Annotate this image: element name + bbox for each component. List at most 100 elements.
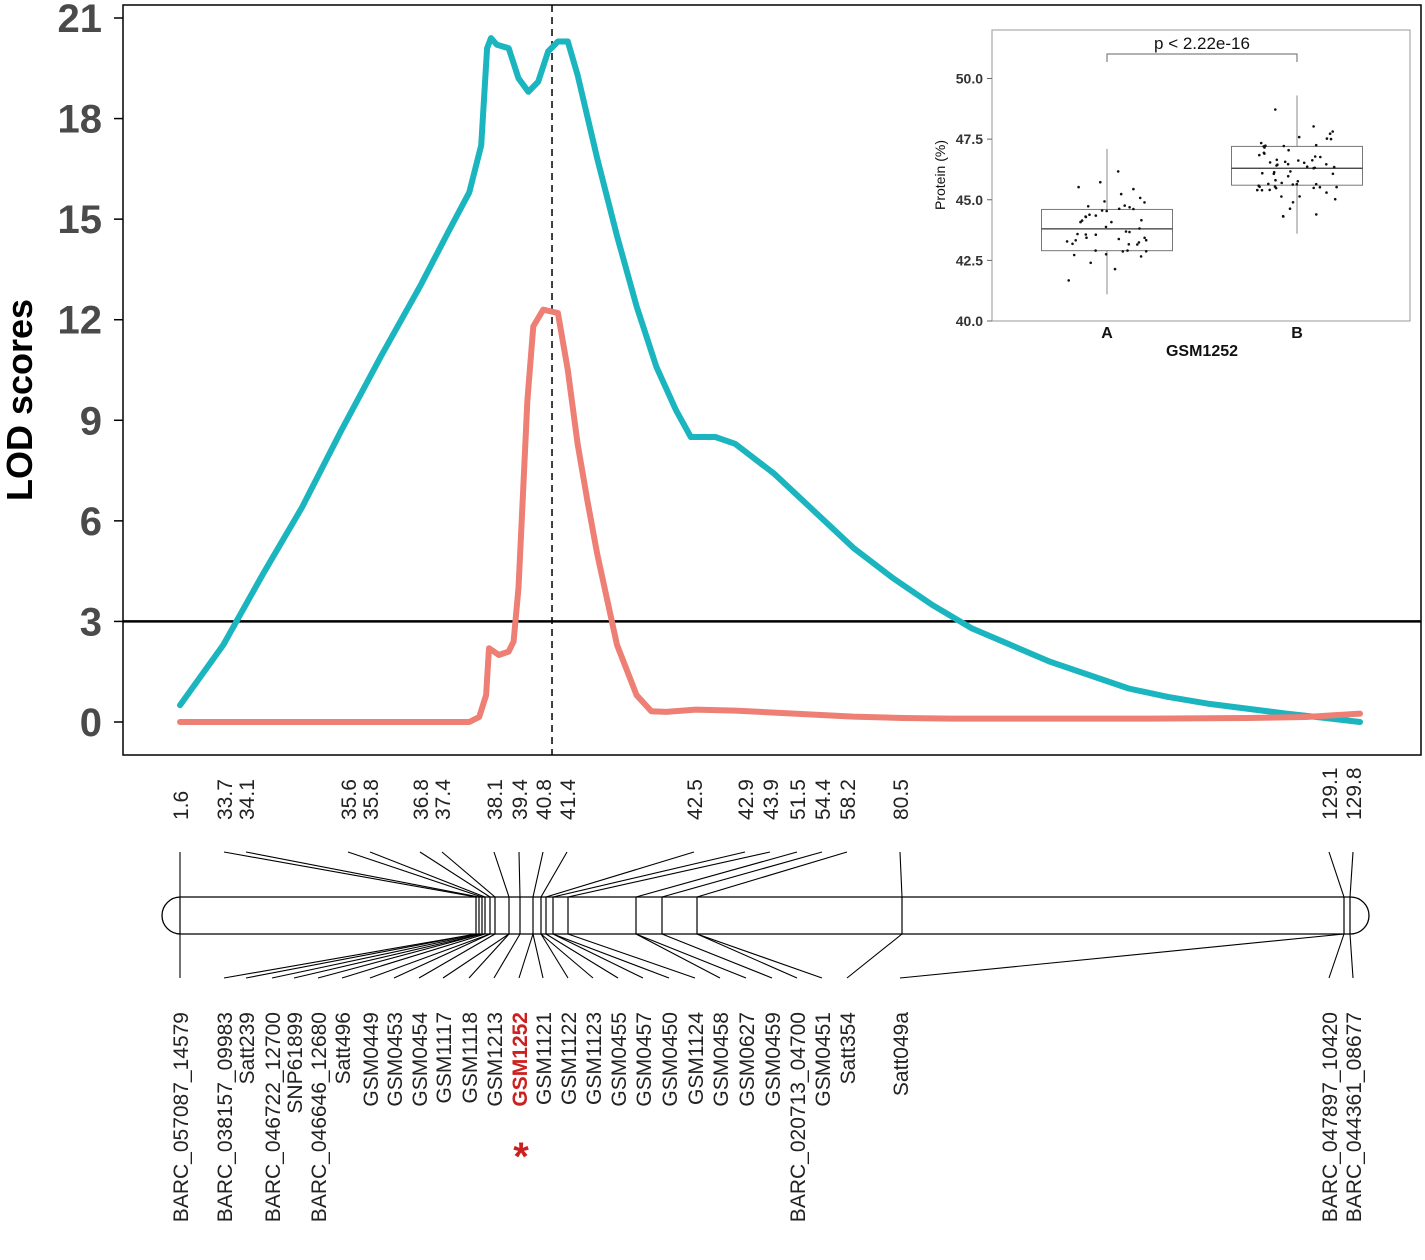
inset-data-point	[1287, 148, 1290, 152]
chromosome-bar	[161, 896, 1370, 935]
inset-data-point	[1268, 188, 1271, 192]
map-marker-label: GSM0627	[736, 1012, 759, 1107]
inset-data-point	[1094, 249, 1097, 252]
inset-y-tick-label: 50.0	[956, 71, 983, 87]
map-position-label: 39.4	[509, 779, 532, 820]
y-tick-label: 15	[58, 198, 103, 242]
inset-data-point	[1072, 253, 1076, 257]
inset-box-A	[1041, 208, 1173, 252]
map-marker-label: Satt496	[332, 1012, 355, 1084]
inset-data-point	[1313, 166, 1317, 170]
inset-data-point	[1074, 239, 1077, 242]
inset-data-point	[1272, 170, 1276, 174]
inset-data-point	[1117, 207, 1121, 211]
inset-data-point	[1137, 241, 1141, 244]
connector-bottom	[468, 933, 510, 979]
chromosome-map	[161, 896, 1370, 935]
connector-top	[419, 851, 491, 898]
map-marker-label: Satt049a	[890, 1012, 913, 1096]
map-marker-label: Satt354	[837, 1012, 860, 1085]
connector-bottom	[245, 933, 477, 979]
map-marker-label: GSM0455	[608, 1012, 631, 1107]
inset-category-label: B	[1291, 325, 1303, 342]
inset-data-point	[1263, 146, 1266, 149]
inset-data-point	[1318, 185, 1322, 189]
inset-data-point	[1084, 233, 1088, 236]
map-marker-label: BARC_057087_14579	[170, 1012, 193, 1222]
connector-top	[1349, 851, 1354, 898]
map-marker-label: GSM0451	[812, 1012, 835, 1107]
map-marker-label: BARC_046722_12700	[262, 1012, 285, 1222]
connector-bottom	[493, 933, 521, 979]
connector-bottom	[369, 933, 491, 979]
map-marker-label: BARC_046646_12680	[308, 1012, 331, 1222]
connector-bottom	[293, 933, 483, 979]
map-marker-label: BARC_038157_09983	[214, 1012, 237, 1222]
inset-data-point	[1328, 132, 1332, 135]
map-position-label: 58.2	[837, 779, 860, 820]
inset-data-point	[1259, 141, 1263, 145]
inset-y-ticks: 40.0 42.5 45.0 47.5 50.0	[956, 30, 993, 329]
map-position-label: 51.5	[787, 779, 810, 820]
inset-category-label: A	[1101, 325, 1113, 342]
y-tick-label: 18	[58, 98, 103, 142]
inset-data-point	[1275, 158, 1279, 162]
inset-data-point	[1302, 161, 1306, 165]
inset-data-point	[1085, 236, 1088, 239]
inset-data-point	[1094, 233, 1098, 236]
inset-data-point	[1291, 201, 1295, 204]
inset-data-point	[1132, 187, 1135, 191]
inset-data-point	[1113, 267, 1117, 271]
inset-data-point	[1071, 242, 1074, 246]
map-marker-label: GSM0458	[710, 1012, 733, 1107]
connector-bottom	[635, 933, 721, 979]
connector-top	[635, 851, 798, 898]
inset-boxplot: Protein (%) GSM1252 p < 2.22e-16 40.0 42.…	[932, 29, 1411, 360]
inset-data-point	[1089, 261, 1092, 265]
map-position-label: 36.8	[410, 779, 433, 820]
inset-data-point	[1295, 182, 1299, 186]
inset-data-point	[1123, 204, 1126, 207]
map-position-label: 42.5	[684, 779, 707, 820]
map-position-label: 34.1	[236, 779, 259, 820]
connector-bottom	[1328, 933, 1345, 979]
connector-top	[441, 851, 496, 898]
inset-data-point	[1315, 213, 1318, 216]
inset-y-tick-label: 47.5	[956, 131, 983, 147]
inset-data-point	[1282, 144, 1286, 148]
inset-data-point	[1325, 191, 1328, 194]
inset-data-point	[1079, 220, 1082, 224]
inset-data-point	[1143, 201, 1146, 204]
inset-data-point	[1094, 214, 1098, 217]
inset-x-label: GSM1252	[1166, 343, 1238, 360]
map-position-label: 54.4	[812, 779, 835, 820]
y-tick-label: 6	[80, 500, 102, 544]
inset-data-point	[1260, 188, 1264, 192]
inset-data-point	[1105, 209, 1108, 213]
inset-data-point	[1258, 153, 1261, 157]
connector-top	[518, 851, 521, 898]
inset-data-point	[1140, 218, 1143, 222]
map-marker-label: GSM1121	[533, 1012, 556, 1105]
inset-data-point	[1128, 206, 1131, 209]
connector-bottom	[696, 933, 823, 979]
connector-top	[552, 851, 746, 898]
y-ticks: 0 3 6 9 12 15 18 21	[58, 0, 123, 745]
map-position-label: 41.4	[557, 779, 580, 820]
connector-top	[347, 851, 483, 898]
map-marker-label: GSM1123	[583, 1012, 606, 1105]
connector-bottom	[418, 933, 496, 979]
plot-frame	[122, 4, 1422, 756]
inset-data-point	[1288, 207, 1292, 210]
map-marker-label: BARC_044361_08677	[1343, 1012, 1366, 1222]
inset-data-point	[1132, 207, 1135, 211]
inset-data-point	[1282, 215, 1285, 218]
inset-data-point	[1138, 196, 1142, 200]
y-tick-label: 3	[80, 600, 102, 644]
inset-data-point	[1126, 249, 1129, 252]
connector-top	[545, 851, 695, 898]
connector-bottom	[518, 933, 534, 979]
inset-data-point	[1263, 152, 1266, 155]
inset-data-point	[1136, 243, 1139, 246]
inset-data-point	[1325, 137, 1329, 140]
